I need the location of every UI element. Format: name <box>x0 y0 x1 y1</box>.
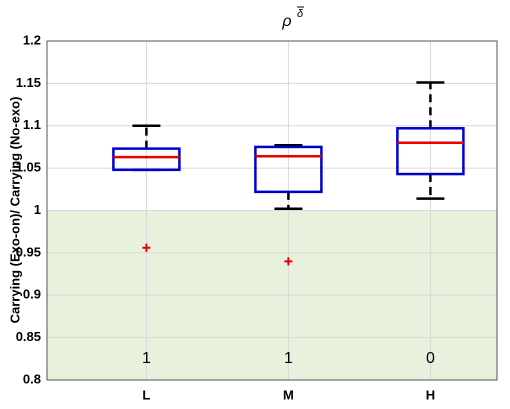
x-tick-label: H <box>426 387 435 402</box>
y-tick-label: 0.95 <box>16 244 41 259</box>
box <box>112 147 181 172</box>
chart-title: ρ <box>281 13 291 30</box>
y-tick-label: 1.1 <box>23 117 41 132</box>
x-tick-label: L <box>142 387 150 402</box>
chart-title-superscript: δ <box>297 8 304 20</box>
plot-frame <box>46 40 498 381</box>
y-tick-label: 1.2 <box>23 32 41 47</box>
box <box>254 145 323 194</box>
count-label: 1 <box>142 350 151 367</box>
x-tick-label: M <box>283 387 294 402</box>
outlier <box>284 257 293 266</box>
count-label: 1 <box>284 350 293 367</box>
outlier <box>142 243 151 252</box>
count-label: 0 <box>426 350 435 367</box>
y-axis-label: Carrying (Exo-on)/ Carrying (No-exo) <box>7 97 22 324</box>
y-tick-label: 0.85 <box>16 329 41 344</box>
y-tick-label: 1 <box>34 202 41 217</box>
y-tick-label: 1.05 <box>16 160 41 175</box>
y-tick-label: 0.8 <box>23 371 41 386</box>
box <box>396 127 465 176</box>
y-tick-label: 0.9 <box>23 287 41 302</box>
y-tick-label: 1.15 <box>16 75 41 90</box>
